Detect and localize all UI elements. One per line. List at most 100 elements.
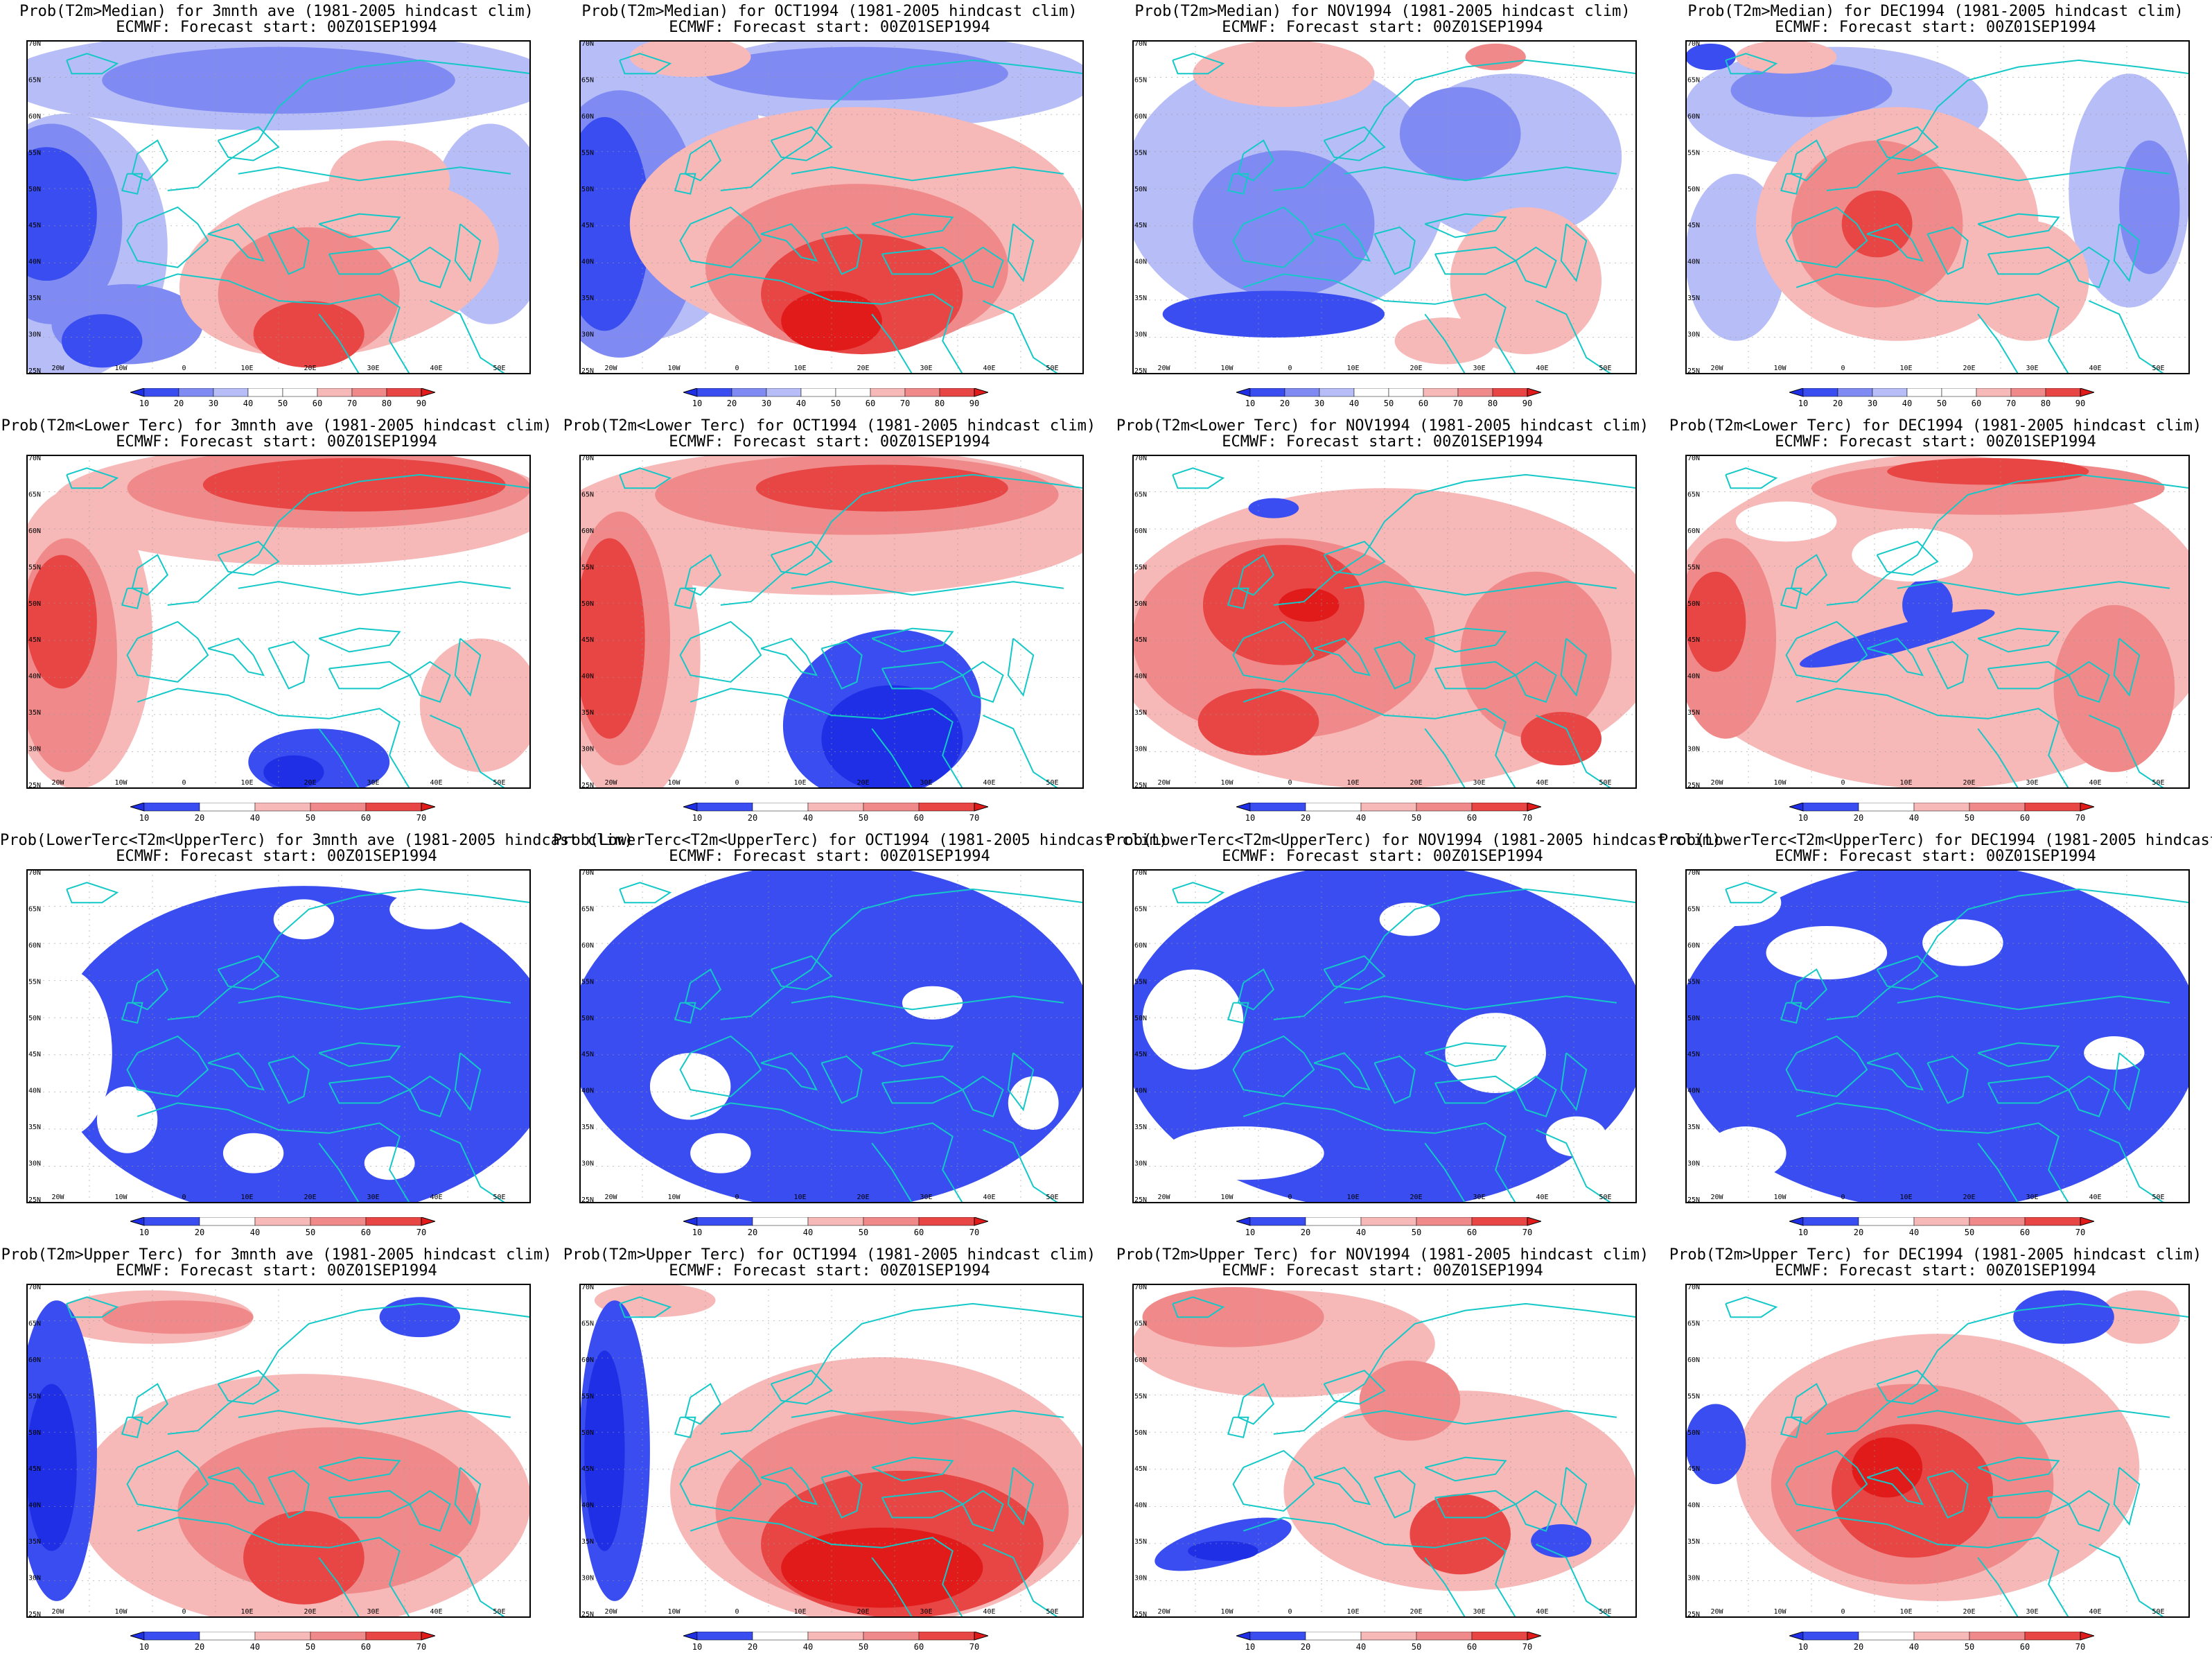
colorbar: 10 20 40 50 60 70 [1789,1632,2094,1652]
coastline [66,1296,119,1318]
lon-tick-label: 20W [51,1608,64,1616]
coastline [1313,222,1371,262]
lon-tick-label: 20E [1963,1194,1975,1201]
lat-tick-label: 35N [1687,295,1700,302]
coastline [1987,246,2071,275]
colorbar-label: 60 [361,813,371,823]
colorbar-label: 70 [2075,1642,2085,1652]
lat-tick-label: 35N [1687,709,1700,717]
panel-title: Prob(T2m<Lower Terc) for DEC1994 (1981-2… [1669,417,2202,435]
contour-red [579,538,645,739]
contour-white [222,1133,284,1173]
colorbar-bin [752,1632,809,1641]
colorbar-bin [1976,388,2012,397]
colorbar-tip [1527,1632,1541,1641]
lon-tick-label: 0 [735,1608,739,1616]
lon-tick-label: 20W [1710,365,1723,372]
coastline [791,581,1064,596]
coastline [2088,715,2166,789]
colorbar-tip [1789,1217,1804,1226]
coastline [2113,638,2141,697]
lon-tick-label: 10E [1899,779,1912,787]
coastline [679,1035,762,1097]
colorbar-label: 20 [748,813,757,823]
lat-tick-label: 50N [1134,1429,1147,1437]
coastline [820,1469,863,1519]
lat-tick-label: 40N [1134,1502,1147,1510]
coastline [318,1557,360,1618]
contour-blue [579,116,650,331]
lat-tick-label: 25N [28,367,41,374]
colorbar-bin [1457,388,1493,397]
lon-tick-label: 40E [983,365,995,372]
coastlines [66,53,531,374]
coastline [1866,1051,1924,1091]
lat-tick-label: 65N [581,905,594,913]
lon-tick-label: 20E [857,779,869,787]
probability-map: 20W 10W 0 10E 20E 30E 40E 50E 70N 65N 60N 55N 50N 45N… [579,455,1084,789]
lon-tick-label: 50E [2152,779,2164,787]
lon-tick-label: 20W [604,1194,617,1201]
coastline [66,467,119,489]
lat-tick-label: 30N [1134,1160,1147,1168]
panel-subtitle: ECMWF: Forecast start: 00Z01SEP1994 [669,1262,990,1280]
contour-light-red [629,40,751,78]
lat-tick-label: 25N [581,1196,594,1203]
coastline [770,541,833,576]
lon-tick-label: 20E [857,365,869,372]
lon-tick-label: 40E [1536,1608,1548,1616]
probability-map: 20W 10W 0 10E 20E 30E 40E 50E 70N 65N 60N 55N 50N 45N… [1132,869,1637,1203]
coastline [1373,1469,1416,1519]
coastline [720,59,1084,191]
colorbar-bin [1471,803,1528,812]
lat-tick-label: 70N [1687,40,1700,48]
lon-tick-label: 10W [114,1194,128,1201]
coastline [1560,223,1588,283]
colorbar: 10 20 40 50 60 70 [1236,803,1541,823]
coastline [1926,226,1969,275]
lat-tick-label: 55N [28,564,41,571]
coastline [1424,1142,1466,1203]
coastline [2113,1052,2141,1112]
colorbar: 10 20 40 50 60 70 [1236,1217,1541,1237]
colorbar-tip [683,803,698,812]
lat-tick-label: 60N [1687,527,1700,535]
lat-tick-label: 30N [581,331,594,339]
coastline [1515,661,1557,703]
colorbar-bin [365,1217,422,1226]
coastline [1535,300,1613,374]
colorbar: 10 20 40 50 60 70 [683,1217,988,1237]
coastline [1313,1466,1371,1506]
colorbar-tip [1527,388,1541,397]
lon-tick-label: 40E [983,1608,995,1616]
coastline [454,638,482,697]
lon-tick-label: 50E [2152,1608,2164,1616]
coastline [1424,1042,1507,1067]
colorbar-tip [1789,388,1804,397]
colorbar-tip [974,1632,988,1641]
contour-white [1545,1116,1607,1157]
lat-tick-label: 25N [581,367,594,374]
coastline [207,637,265,677]
colorbar-label: 70 [416,813,426,823]
colorbar-tip [130,1632,145,1641]
coastline [1780,173,1802,195]
coastline [1876,1370,1939,1405]
coastline [690,688,964,789]
colorbar-label: 90 [2075,399,2085,408]
colorbar-label: 20 [195,1642,204,1652]
coastline [328,1075,412,1104]
lon-tick-label: 50E [1599,365,1611,372]
colorbar-label: 70 [2075,813,2085,823]
coastlines [1172,53,1637,374]
lat-tick-label: 25N [1687,367,1700,374]
colorbar-label: 10 [692,399,702,408]
lon-tick-label: 40E [430,779,442,787]
colorbar-tip [130,803,145,812]
panel-subtitle: ECMWF: Forecast start: 00Z01SEP1994 [1775,433,2096,451]
colorbar-bin [696,803,753,812]
coastline [1977,213,2060,238]
colorbar-label: 20 [1854,1642,1863,1652]
coastline [238,995,511,1011]
lon-tick-label: 10E [793,1608,806,1616]
